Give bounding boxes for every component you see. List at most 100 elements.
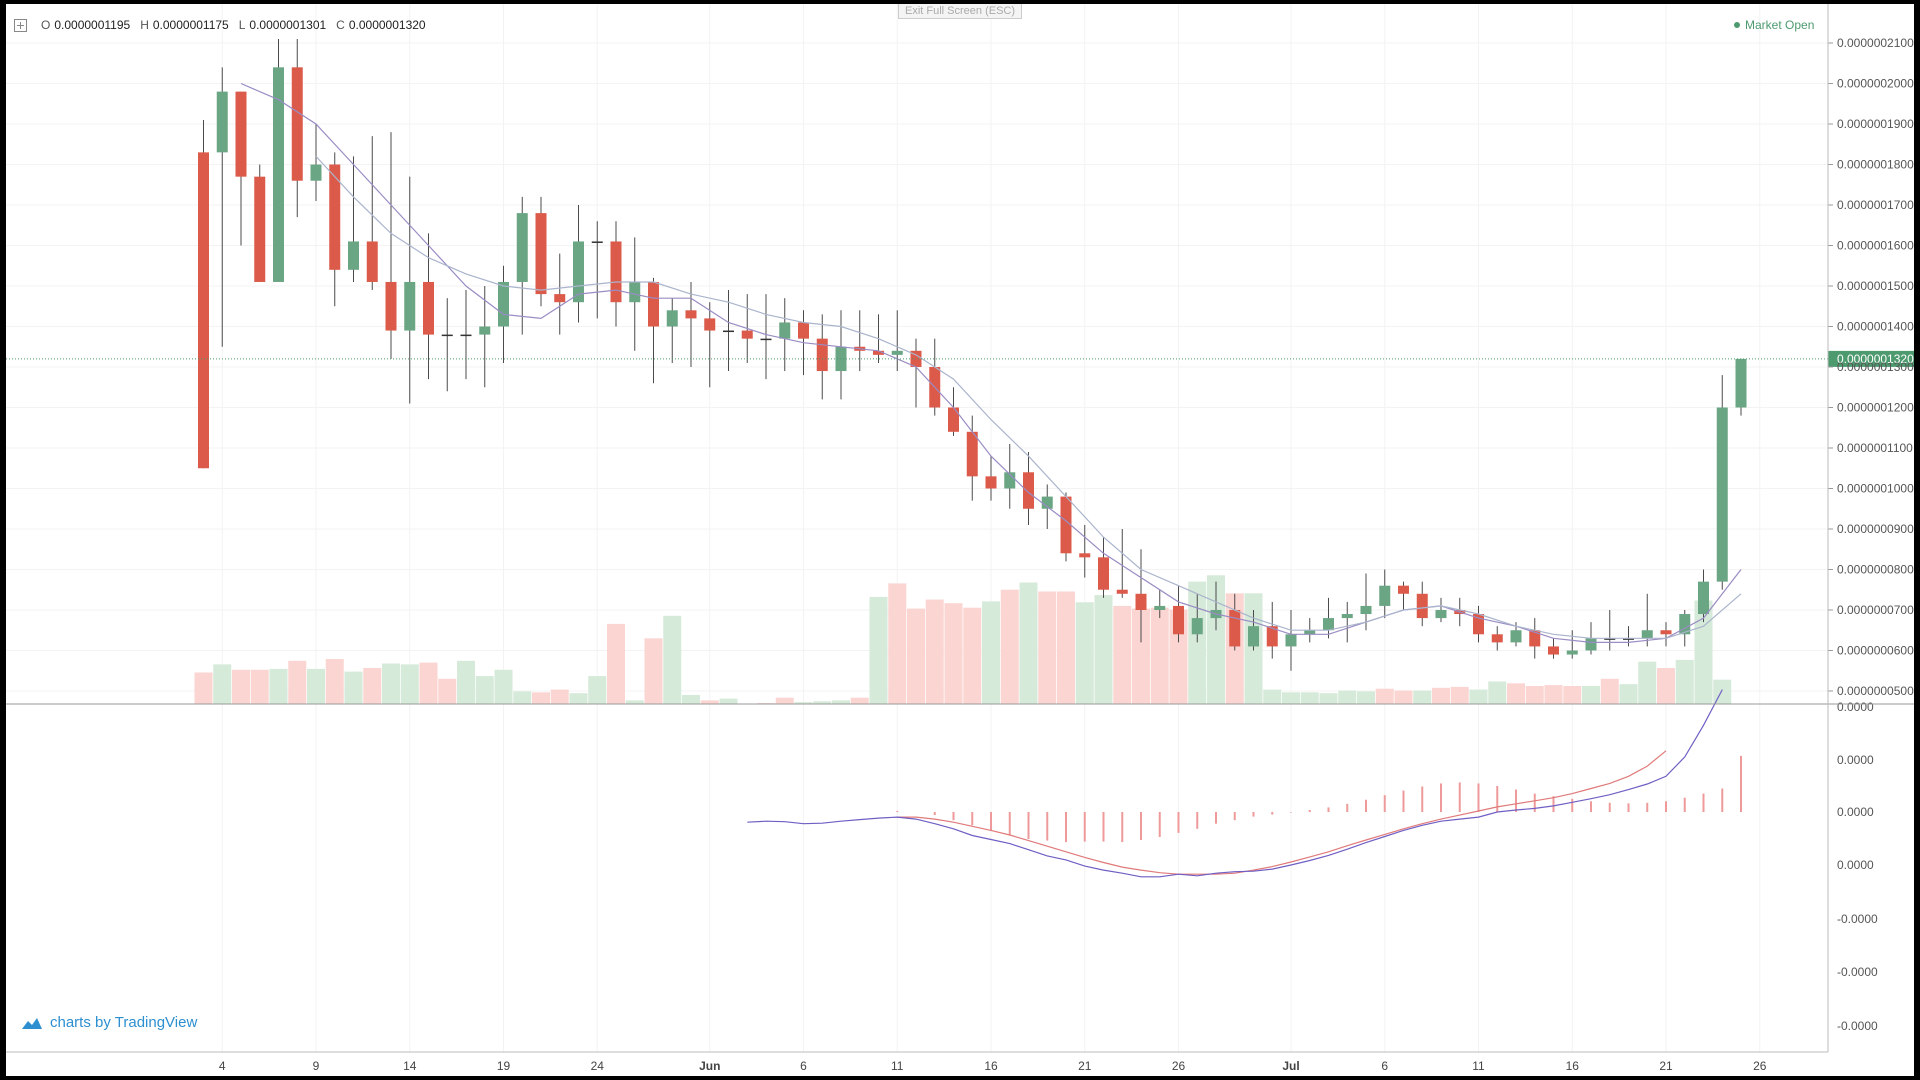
expand-legend-icon[interactable] [14,18,27,32]
candle-body [816,338,828,372]
market-status: Market Open [1734,18,1814,32]
candle-body [1023,472,1034,509]
candle-body [1416,593,1428,619]
candle-body [1548,646,1559,655]
candle-body [666,310,678,327]
candle-body [1360,605,1372,615]
volume-bar [1675,659,1694,704]
volume-bar [232,669,250,704]
volume-bar [438,678,457,704]
price-chart[interactable]: 0.0000001320 0.0000 0.0000 0.0000 0.0000 -0.… [6,4,1914,1076]
volume-bar [1450,686,1469,704]
price-tick-label: 0.0000001700 [1837,198,1914,212]
volume-bar [1600,678,1619,704]
price-tick-label: 0.0000002000 [1837,77,1914,91]
price-tick-label: 0.0000001600 [1837,239,1914,253]
tradingview-chart-window: 0.0000001320 0.0000 0.0000 0.0000 0.0000 -0.… [6,4,1914,1076]
volume-bar [663,615,682,704]
volume-bar [1113,605,1132,704]
volume-bar [307,668,325,704]
candle-body [273,67,284,282]
open-value: 0.0000001195 [54,18,131,32]
candle-body [423,281,434,335]
candle-body [1323,618,1334,631]
candle-body [985,476,997,489]
volume-bar [644,638,663,704]
candle-body [235,91,247,177]
volume-bar [400,664,419,704]
candle-body [1510,630,1522,643]
volume-bar [475,676,494,704]
volume-bar [1300,692,1319,704]
volume-bar [419,662,438,704]
volume-bar [700,700,719,704]
price-tick-label: 0.0000001200 [1837,400,1914,414]
time-tick-label: 4 [219,1059,226,1073]
candle-body [1173,605,1184,635]
market-status-dot-icon [1734,22,1740,28]
volume-bar [1282,692,1300,704]
candle-body [685,310,697,319]
candle-body [573,241,584,303]
candle-body [329,164,341,270]
candle-body [385,281,397,331]
price-tick-label: 0.0000001500 [1837,279,1914,293]
volume-bar [269,668,288,704]
volume-bar [1413,690,1432,704]
volume-bar [288,660,307,704]
price-tick-label: 0.0000000600 [1837,643,1914,657]
price-tick-label: 0.0000001100 [1837,441,1913,455]
volume-bar [944,603,963,704]
candle-body [1004,472,1016,489]
volume-bar [1038,591,1057,704]
time-tick-label: 19 [497,1059,511,1073]
volume-bar [325,659,344,704]
candle-body [1491,634,1503,643]
volume-bar [1075,602,1094,704]
candle-body [1041,496,1053,509]
volume-bar [1019,582,1038,704]
volume-bar [1394,690,1413,704]
candle-body [591,241,603,243]
candle-body [760,338,772,341]
volume-bar [569,693,588,704]
volume-bar [813,701,832,704]
last-price-label-background [1828,350,1914,367]
volume-bar [1207,575,1225,704]
candle-body [1060,496,1072,554]
volume-bar [1319,693,1338,704]
candle-body [1435,609,1447,619]
candle-body [1604,638,1616,640]
volume-bar [1694,600,1713,704]
time-tick-label: Jun [699,1059,720,1073]
candle-body [1398,585,1409,594]
moving-average-slow-line [315,155,1742,639]
candle-body [1304,630,1316,635]
candle-body [648,281,659,327]
volume-bar [1507,683,1525,704]
exit-fullscreen-button[interactable]: Exit Full Screen (ESC) [898,4,1023,19]
candle-body [1341,614,1353,619]
candle-body [779,322,791,339]
volume-bar [550,689,569,704]
volume-bar [888,583,907,704]
candle-body [723,330,734,333]
volume-bar [1263,689,1282,704]
macd-line [747,689,1723,878]
candle-body [460,334,472,337]
candle-body [348,241,359,270]
price-tick-label: 0.0000001800 [1837,158,1914,172]
candle-body [554,294,566,303]
candle-body [1566,650,1578,655]
time-tick-label: 24 [591,1059,605,1073]
low-label: L [238,18,246,32]
branding-text: charts by TradingView [50,1014,198,1031]
volume-bar [1544,685,1563,704]
price-tick-label: 0.0000000500 [1837,684,1914,698]
tradingview-branding[interactable]: charts by TradingView [20,1014,197,1031]
volume-bar [1150,607,1169,704]
candle-body [1229,609,1241,647]
volume-bar [532,692,550,704]
candle-body [1529,630,1541,647]
last-price-label: 0.0000001320 [1837,352,1914,366]
